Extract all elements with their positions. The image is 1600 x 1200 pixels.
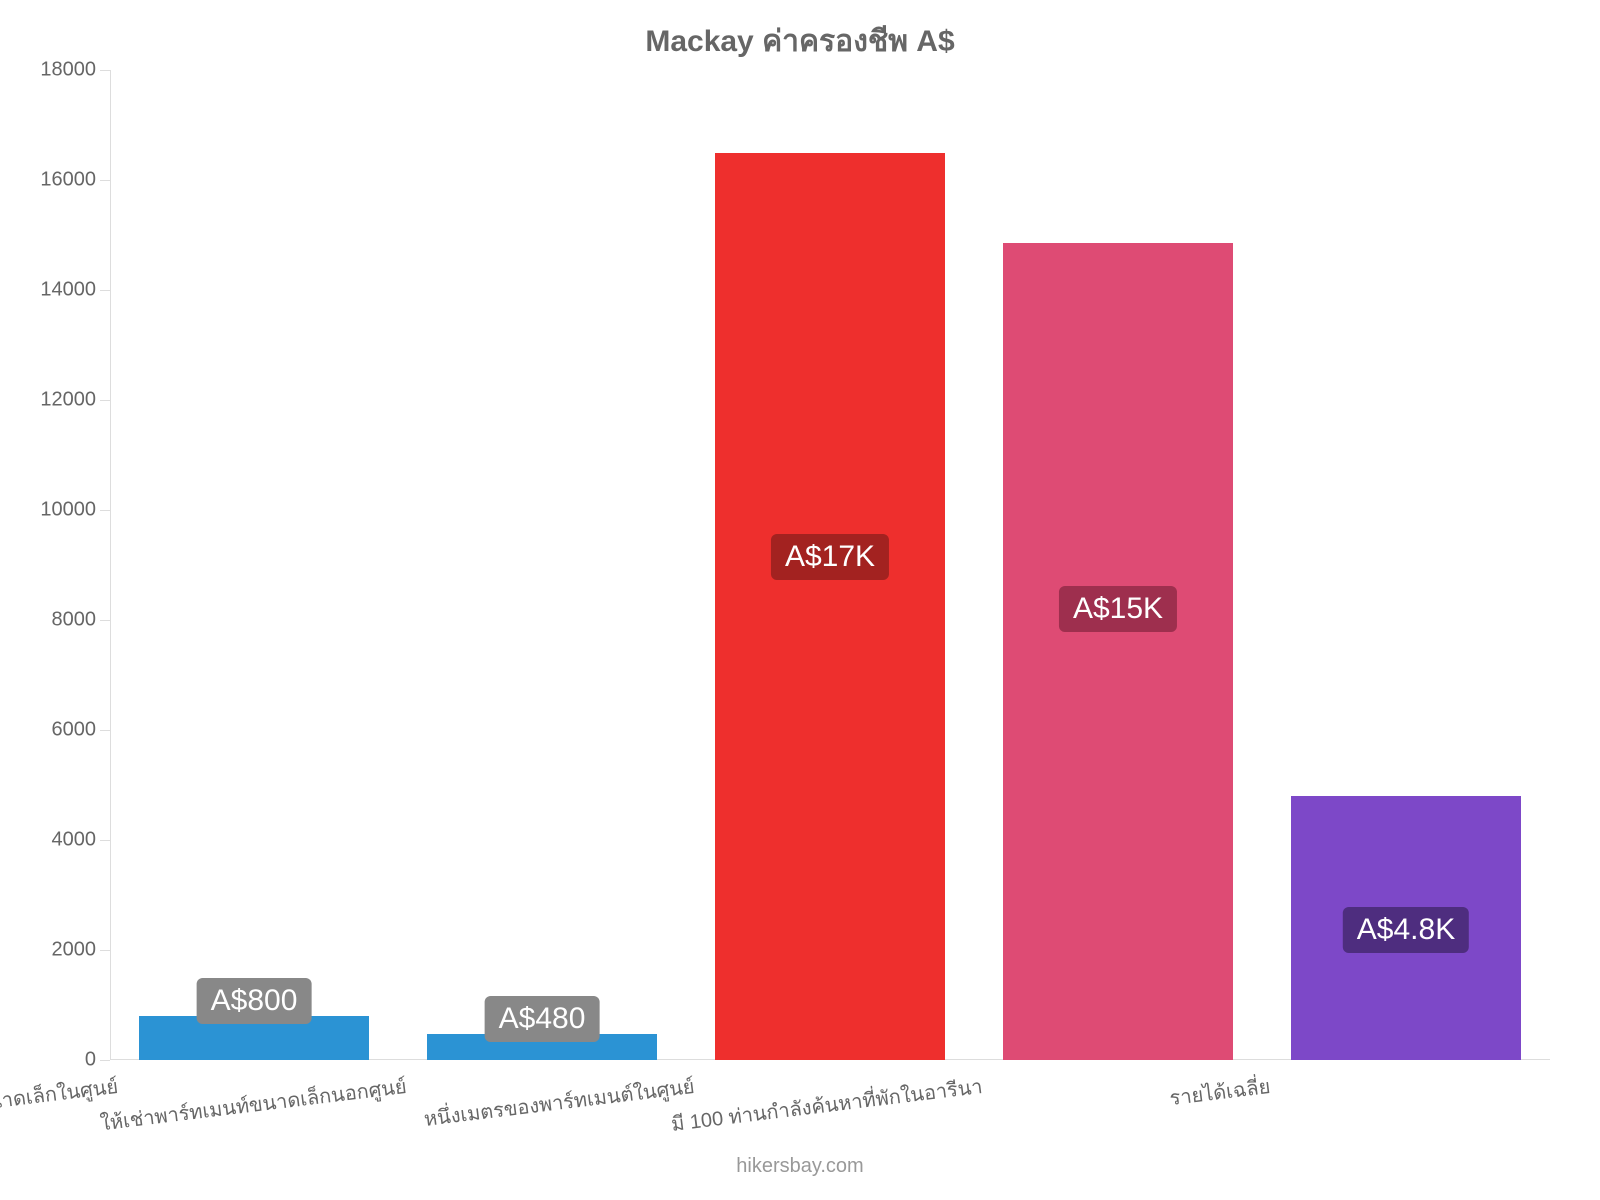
y-axis-line: [110, 70, 111, 1060]
y-tick-label: 16000: [40, 169, 110, 192]
x-category-label: หนึ่งเมตรของพาร์ทเมนต์ในศูนย์: [422, 1070, 696, 1135]
bar-value-label: A$15K: [1059, 586, 1177, 632]
chart-title: Mackay ค่าครองชีพ A$: [0, 18, 1600, 65]
x-category-label: มี 100 ท่านกำลังค้นหาที่พักในอารีนา: [669, 1070, 984, 1140]
bar: [715, 153, 945, 1061]
x-category-label: ให้เช่าพาร์ทเมนท์ขนาดเล็กนอกศูนย์: [98, 1070, 408, 1139]
y-tick-label: 12000: [40, 389, 110, 412]
y-tick-label: 8000: [52, 609, 111, 632]
y-tick-label: 10000: [40, 499, 110, 522]
y-tick-label: 0: [85, 1049, 110, 1072]
x-category-label: รายได้เฉลี่ย: [1168, 1070, 1272, 1114]
y-tick-label: 2000: [52, 939, 111, 962]
y-tick-label: 18000: [40, 59, 110, 82]
bar: [1003, 243, 1233, 1060]
bar-value-label: A$480: [485, 996, 600, 1042]
bar-value-label: A$4.8K: [1343, 907, 1469, 953]
y-tick-label: 4000: [52, 829, 111, 852]
plot-area: 0200040006000800010000120001400016000180…: [110, 70, 1550, 1060]
y-tick-label: 6000: [52, 719, 111, 742]
y-tick-label: 14000: [40, 279, 110, 302]
bar-value-label: A$800: [197, 978, 312, 1024]
bar-value-label: A$17K: [771, 534, 889, 580]
chart-footer: hikersbay.com: [0, 1155, 1600, 1178]
chart-container: Mackay ค่าครองชีพ A$ 0200040006000800010…: [0, 0, 1600, 1200]
